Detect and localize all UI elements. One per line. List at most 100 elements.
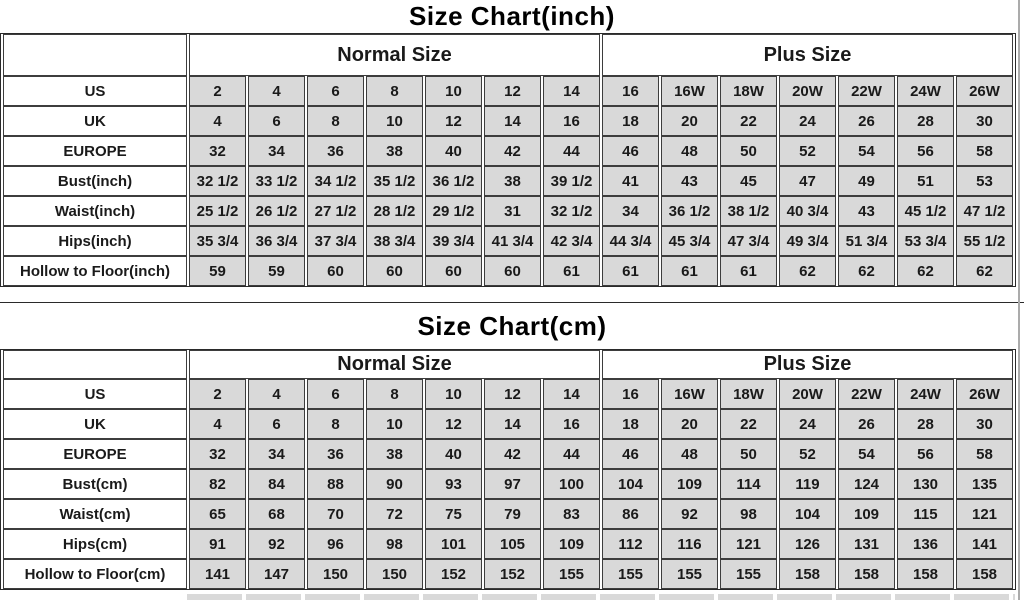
row-label: UK xyxy=(3,106,187,136)
size-cell: 32 xyxy=(189,439,246,469)
size-cell: 105 xyxy=(484,529,541,559)
size-table-inch: Normal Size Plus Size US 2 4 6 8 10 12 14 16 16W 1… xyxy=(0,33,1016,287)
size-cell: 43 xyxy=(838,196,895,226)
size-cell: 75 xyxy=(425,499,482,529)
size-chart-cm-title: Size Chart(cm) xyxy=(417,311,607,341)
size-cell: 16 xyxy=(543,409,600,439)
size-cell: 12 xyxy=(484,76,541,106)
size-cell: 62 xyxy=(956,256,1013,286)
size-cell: 6 xyxy=(248,409,305,439)
size-cell: 47 3/4 xyxy=(720,226,777,256)
size-cell: 8 xyxy=(366,76,423,106)
size-cell: 141 xyxy=(189,559,246,589)
clipped-bottom-row xyxy=(187,594,1015,600)
size-cell: 6 xyxy=(307,379,364,409)
size-cell: 104 xyxy=(779,499,836,529)
size-cell: 38 xyxy=(484,166,541,196)
table-row: Waist(inch) 25 1/2 26 1/2 27 1/2 28 1/2 29 1/… xyxy=(3,196,1013,226)
size-cell: 10 xyxy=(425,379,482,409)
size-cell: 38 xyxy=(366,439,423,469)
table-row: US 2 4 6 8 10 12 14 16 16W 18W 20W 22W 24W 26W xyxy=(3,76,1013,106)
size-cell: 124 xyxy=(838,469,895,499)
corner-cell xyxy=(3,34,187,76)
size-cell: 35 1/2 xyxy=(366,166,423,196)
table-row: US 2 4 6 8 10 12 14 16 16W 18W 20W 22W 24W 26W xyxy=(3,379,1013,409)
plus-size-header: Plus Size xyxy=(602,350,1013,379)
size-cell: 8 xyxy=(307,106,364,136)
size-cell: 4 xyxy=(248,379,305,409)
size-cell: 27 1/2 xyxy=(307,196,364,226)
size-cell: 38 3/4 xyxy=(366,226,423,256)
size-cell: 46 xyxy=(602,439,659,469)
row-label: EUROPE xyxy=(3,439,187,469)
size-cell: 121 xyxy=(720,529,777,559)
size-cell: 24 xyxy=(779,106,836,136)
row-label: US xyxy=(3,379,187,409)
size-cell: 8 xyxy=(366,379,423,409)
size-cell: 141 xyxy=(956,529,1013,559)
table-row: Hollow to Floor(inch) 59 59 60 60 60 60 61 61 61 6… xyxy=(3,256,1013,286)
size-cell: 49 3/4 xyxy=(779,226,836,256)
size-cell: 158 xyxy=(897,559,954,589)
size-cell: 44 3/4 xyxy=(602,226,659,256)
size-cell: 29 1/2 xyxy=(425,196,482,226)
size-cell: 52 xyxy=(779,439,836,469)
size-cell: 119 xyxy=(779,469,836,499)
row-label: US xyxy=(3,76,187,106)
size-cell: 16W xyxy=(661,379,718,409)
size-cell: 53 xyxy=(956,166,1013,196)
size-cell: 35 3/4 xyxy=(189,226,246,256)
size-cell: 158 xyxy=(956,559,1013,589)
size-cell: 20W xyxy=(779,379,836,409)
size-cell: 46 xyxy=(602,136,659,166)
size-cell: 56 xyxy=(897,439,954,469)
size-cell: 82 xyxy=(189,469,246,499)
size-cell: 109 xyxy=(838,499,895,529)
size-cell: 40 xyxy=(425,136,482,166)
table-row: Bust(cm) 82 84 88 90 93 97 100 104 109 114 119 124 13… xyxy=(3,469,1013,499)
size-cell: 112 xyxy=(602,529,659,559)
row-label: Hollow to Floor(inch) xyxy=(3,256,187,286)
size-cell: 44 xyxy=(543,439,600,469)
size-cell: 155 xyxy=(661,559,718,589)
size-cell: 155 xyxy=(602,559,659,589)
size-cell: 54 xyxy=(838,439,895,469)
size-cell: 32 xyxy=(189,136,246,166)
size-cell: 114 xyxy=(720,469,777,499)
size-cell: 20W xyxy=(779,76,836,106)
size-cell: 18 xyxy=(602,106,659,136)
size-cell: 36 1/2 xyxy=(661,196,718,226)
size-cell: 109 xyxy=(543,529,600,559)
table-row: Hips(inch) 35 3/4 36 3/4 37 3/4 38 3/4 39 3/4… xyxy=(3,226,1013,256)
size-cell: 155 xyxy=(720,559,777,589)
size-cell: 14 xyxy=(543,379,600,409)
size-cell: 101 xyxy=(425,529,482,559)
size-cell: 12 xyxy=(425,409,482,439)
table-row: UK 4 6 8 10 12 14 16 18 20 22 24 26 28 30 xyxy=(3,409,1013,439)
size-cell: 136 xyxy=(897,529,954,559)
size-cell: 38 xyxy=(366,136,423,166)
size-cell: 22W xyxy=(838,379,895,409)
table-row: Hollow to Floor(cm) 141 147 150 150 152 152 155… xyxy=(3,559,1013,589)
size-cell: 38 1/2 xyxy=(720,196,777,226)
table-row: Hips(cm) 91 92 96 98 101 105 109 112 116 121 126 131… xyxy=(3,529,1013,559)
size-cell: 30 xyxy=(956,409,1013,439)
row-label: Bust(cm) xyxy=(3,469,187,499)
size-cell: 158 xyxy=(779,559,836,589)
size-cell: 48 xyxy=(661,136,718,166)
size-cell: 97 xyxy=(484,469,541,499)
size-cell: 41 3/4 xyxy=(484,226,541,256)
size-cell: 155 xyxy=(543,559,600,589)
size-cell: 96 xyxy=(307,529,364,559)
row-label: Hips(cm) xyxy=(3,529,187,559)
size-cell: 152 xyxy=(425,559,482,589)
size-cell: 36 xyxy=(307,439,364,469)
size-cell: 18 xyxy=(602,409,659,439)
size-cell: 158 xyxy=(838,559,895,589)
size-cell: 92 xyxy=(248,529,305,559)
size-cell: 109 xyxy=(661,469,718,499)
corner-cell xyxy=(3,350,187,379)
group-header-row: Normal Size Plus Size xyxy=(3,34,1013,76)
size-cell: 83 xyxy=(543,499,600,529)
row-label: Waist(cm) xyxy=(3,499,187,529)
